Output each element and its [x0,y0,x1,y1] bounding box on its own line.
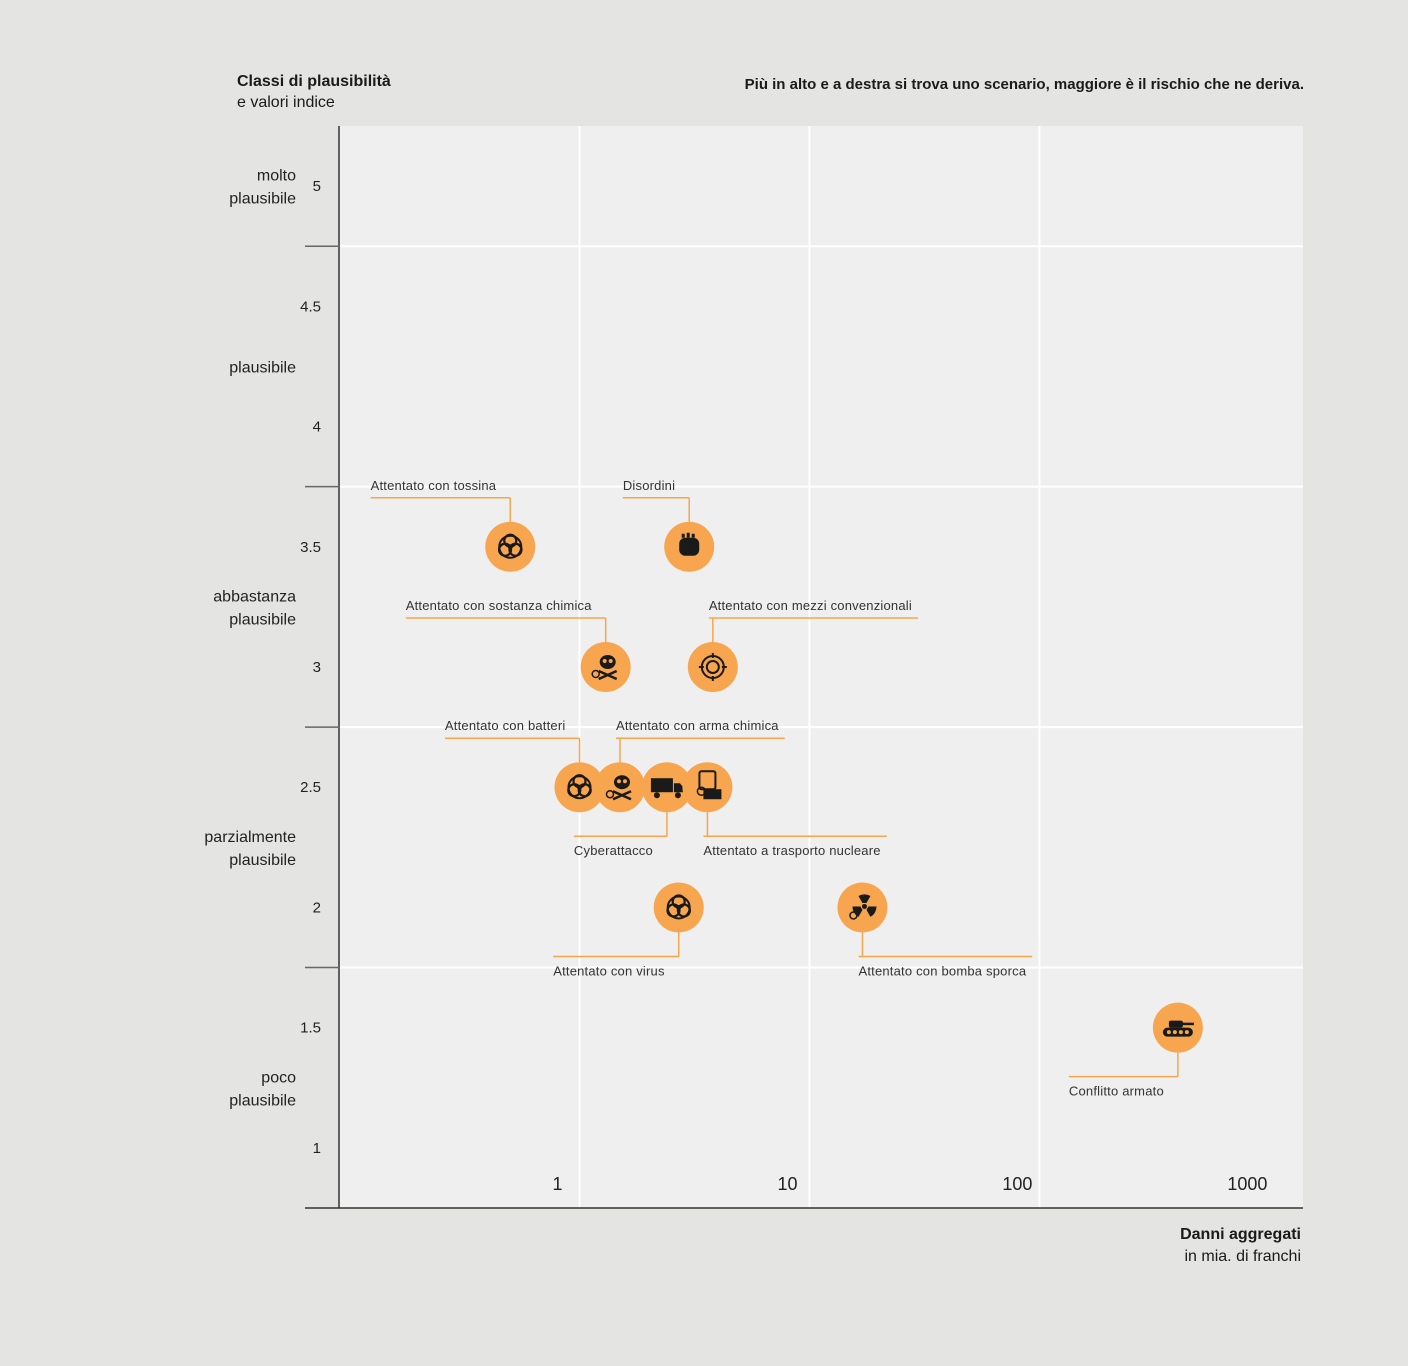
biohazard-icon [497,533,523,559]
x-tick-label: 1000 [1227,1174,1267,1194]
y-tick-label: 3.5 [300,539,321,556]
fist-icon [679,532,700,556]
y-axis-subtitle: e valori indice [237,94,335,111]
class-labels: molto plausibile plausibile abbastanza plaus… [204,168,296,1110]
class-label: poco [261,1069,296,1086]
class-label: parzialmente [204,829,296,846]
y-tick-label: 4.5 [300,298,321,315]
y-tick-label: 3 [313,659,321,676]
skull-icon [591,655,618,681]
y-tick-label: 5 [313,178,321,195]
biohazard-icon [567,774,592,800]
point-label: Attentato con bomba sporca [858,963,1026,978]
radiation-icon [849,894,877,920]
skull-icon [605,775,632,801]
y-tick-label: 1 [313,1140,321,1157]
x-tick-labels: 1 10 100 1000 [552,1174,1267,1194]
leader-line [444,737,581,763]
point-label: Attentato con mezzi convenzionali [709,598,912,613]
y-axis-title: Classi di plausibilità [237,73,391,90]
point-label: Disordini [623,478,675,493]
axes [305,126,1303,1209]
truck-icon [650,778,684,799]
point-label: Cyberattacco [574,843,653,858]
x-tick-label: 100 [1002,1174,1032,1194]
biohazard-icon [666,894,691,920]
point-label: Attentato con virus [553,963,665,978]
class-label: plausibile [229,1092,296,1109]
data-points [485,521,1203,1053]
container-icon [696,770,722,800]
target-icon [698,653,727,681]
y-tick-label: 2.5 [300,779,321,796]
y-tick-label: 1.5 [300,1020,321,1037]
leader-line [573,812,668,837]
class-label: plausibile [229,191,296,208]
leader-line [622,497,690,522]
chart-note: Più in alto e a destra si trova uno scen… [745,76,1304,93]
leader-line [703,812,887,837]
x-axis-subtitle: in mia. di franchi [1185,1248,1302,1265]
leader-line [708,617,918,642]
leader-line [370,497,512,522]
point-label: Attentato con tossina [371,478,497,493]
point-label: Attentato a trasporto nucleare [703,843,880,858]
point-label: Conflitto armato [1069,1084,1164,1099]
x-axis-title: Danni aggregati [1180,1226,1301,1243]
class-label: molto [257,168,296,185]
scenario-point [682,762,733,813]
grid-lines [339,126,1303,1208]
point-label: Attentato con batteri [445,718,566,733]
x-tick-label: 1 [552,1174,562,1194]
leader-lines: Attentato con tossina Disordini Attentato … [370,478,1179,1099]
y-tick-label: 2 [313,899,321,916]
leader-line [858,932,1033,958]
point-label: Attentato con arma chimica [616,718,779,733]
x-tick-label: 10 [777,1174,797,1194]
y-tick-labels: 5 4.5 4 3.5 3 2.5 2 1.5 1 [300,178,321,1157]
y-tick-label: 4 [313,419,321,436]
class-label: plausibile [229,852,296,869]
leader-line [615,737,785,763]
class-label: plausibile [229,611,296,628]
leader-line [553,932,680,958]
class-label: abbastanza [213,588,296,605]
point-label: Attentato con sostanza chimica [406,598,593,613]
plot-area [339,126,1303,1208]
scenario-point [687,642,738,692]
leader-line [1068,1052,1179,1078]
tank-icon [1162,1020,1194,1037]
class-label: plausibile [229,359,296,376]
leader-line [405,617,607,642]
